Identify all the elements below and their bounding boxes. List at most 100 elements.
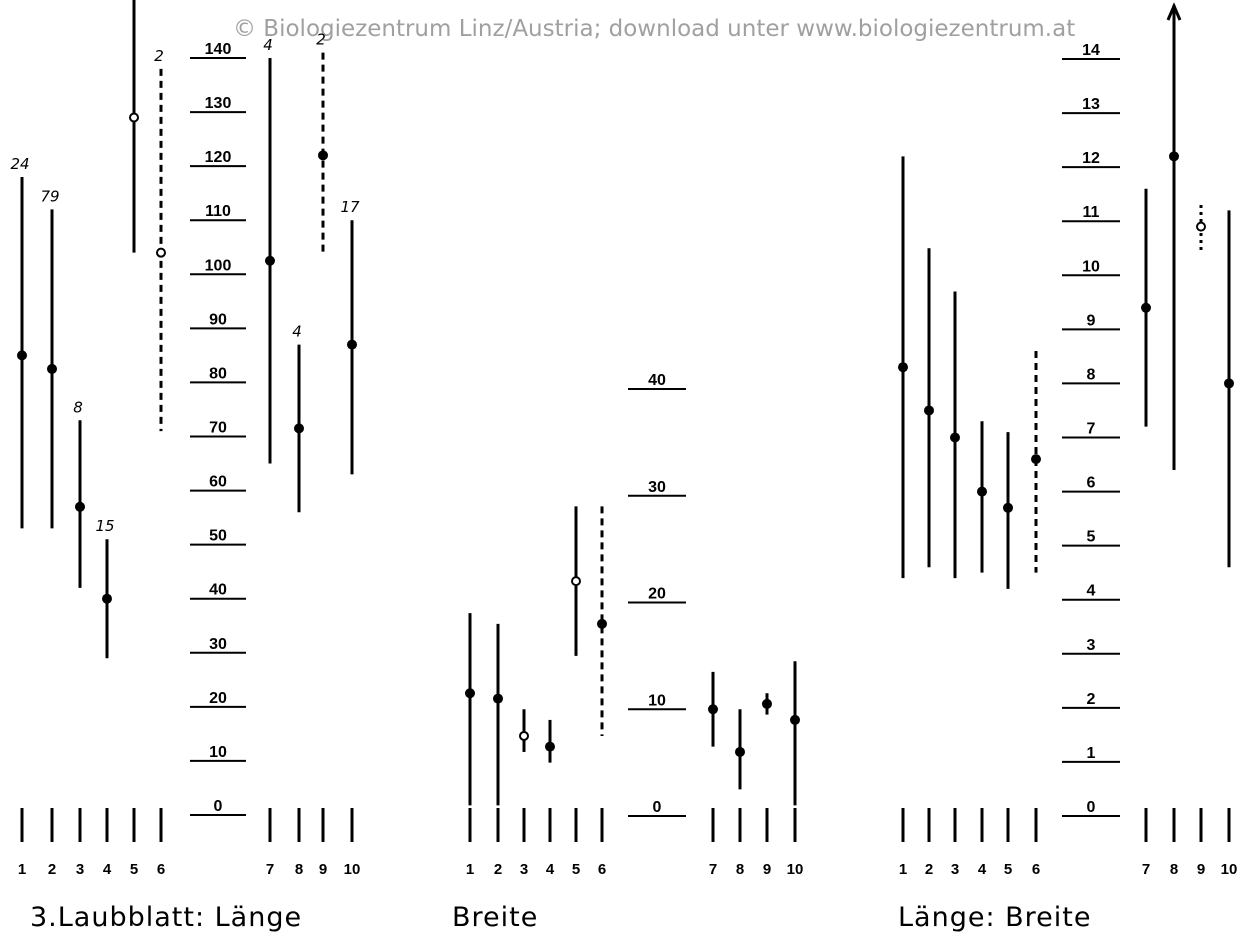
- mean-marker: [924, 405, 934, 416]
- category-label: 10: [344, 861, 361, 878]
- category-label: 5: [572, 861, 580, 878]
- mean-marker: [898, 362, 908, 373]
- category-label: 10: [1221, 861, 1238, 878]
- category-label: 2: [48, 861, 56, 878]
- mean-marker: [465, 688, 475, 699]
- axis-tick-label: 6: [1087, 475, 1096, 492]
- axis-tick-label: 0: [1087, 799, 1096, 816]
- sample-size-label: 79: [40, 187, 59, 205]
- mean-marker: [75, 501, 85, 512]
- mean-marker: [493, 693, 503, 704]
- mean-marker: [1169, 151, 1179, 162]
- category-label: 7: [709, 861, 717, 878]
- axis-tick-label: 13: [1082, 96, 1100, 113]
- category-label: 3: [520, 861, 528, 878]
- sample-size-label: 4: [263, 36, 273, 54]
- mean-marker: [1196, 221, 1206, 232]
- category-label: 7: [1142, 861, 1150, 878]
- caption-laenge: 3.Laubblatt: Länge: [30, 902, 302, 933]
- axis-tick-label: 1: [1087, 745, 1096, 762]
- category-label: 3: [951, 861, 959, 878]
- category-label: 7: [266, 861, 274, 878]
- axis-tick-label: 140: [205, 41, 232, 58]
- category-label: 4: [546, 861, 555, 878]
- axis-tick-label: 14: [1082, 42, 1100, 59]
- axis-tick-label: 2: [1087, 691, 1096, 708]
- sample-size-label: 2: [316, 31, 326, 49]
- axis-tick-label: 5: [1087, 529, 1096, 546]
- category-label: 8: [295, 861, 303, 878]
- watermark-text: © Biologiezentrum Linz/Austria; download…: [233, 16, 1075, 42]
- category-label: 5: [130, 861, 138, 878]
- axis-tick-label: 30: [209, 636, 227, 653]
- axis-tick-label: 0: [214, 798, 223, 815]
- axis-tick-label: 130: [205, 95, 232, 112]
- axis-tick-label: 90: [209, 311, 227, 328]
- axis-tick-label: 40: [209, 582, 227, 599]
- overflow-arrow: [1166, 2, 1182, 21]
- mean-marker: [1224, 378, 1234, 389]
- axis-tick-label: 0: [653, 799, 662, 816]
- category-label: 8: [1170, 861, 1178, 878]
- axis-tick-label: 9: [1087, 312, 1096, 329]
- mean-marker: [545, 741, 555, 752]
- mean-marker: [47, 363, 57, 374]
- category-label: 9: [763, 861, 771, 878]
- category-label: 9: [319, 861, 327, 878]
- mean-marker: [571, 576, 581, 587]
- category-label: 8: [736, 861, 744, 878]
- axis-tick-label: 100: [205, 257, 232, 274]
- axis-tick-label: 50: [209, 528, 227, 545]
- mean-marker: [1031, 454, 1041, 465]
- mean-marker: [17, 350, 27, 361]
- mean-marker: [318, 150, 328, 161]
- mean-marker: [265, 255, 275, 266]
- axis-tick-label: 7: [1087, 421, 1096, 438]
- category-label: 4: [103, 861, 112, 878]
- mean-marker: [762, 698, 772, 709]
- sample-size-label: 17: [340, 198, 360, 216]
- mean-marker: [708, 704, 718, 715]
- sample-size-label: 24: [10, 155, 29, 173]
- axis-tick-label: 60: [209, 474, 227, 491]
- axis-tick-label: 120: [205, 149, 232, 166]
- category-label: 5: [1004, 861, 1012, 878]
- category-label: 2: [925, 861, 933, 878]
- axis-tick-label: 3: [1087, 637, 1096, 654]
- mean-marker: [950, 432, 960, 443]
- axis-tick-label: 30: [648, 479, 666, 496]
- axis-tick-label: 11: [1083, 204, 1100, 221]
- category-label: 1: [466, 861, 474, 878]
- sample-size-label: 8: [73, 398, 83, 416]
- category-label: 9: [1197, 861, 1205, 878]
- mean-marker: [347, 339, 357, 350]
- sample-size-label: 2: [154, 47, 164, 65]
- axis-tick-label: 10: [209, 744, 227, 761]
- mean-marker: [977, 486, 987, 497]
- axis-tick-label: 20: [648, 586, 666, 603]
- mean-marker: [1003, 502, 1013, 513]
- mean-marker: [102, 593, 112, 604]
- axis-tick-label: 70: [209, 420, 227, 437]
- mean-marker: [129, 112, 139, 123]
- axis-tick-label: 40: [648, 372, 666, 389]
- axis-tick-label: 10: [648, 692, 666, 709]
- mean-marker: [735, 746, 745, 757]
- axis-tick-label: 20: [209, 690, 227, 707]
- mean-marker: [294, 423, 304, 434]
- category-label: 10: [787, 861, 804, 878]
- category-label: 4: [978, 861, 987, 878]
- category-label: 3: [76, 861, 84, 878]
- category-label: 6: [598, 861, 606, 878]
- category-label: 2: [494, 861, 502, 878]
- axis-tick-label: 80: [209, 365, 227, 382]
- mean-marker: [1141, 302, 1151, 313]
- axis-tick-label: 4: [1087, 583, 1096, 600]
- category-label: 6: [1032, 861, 1040, 878]
- axis-tick-label: 10: [1082, 258, 1100, 275]
- caption-laenge-breite: Länge: Breite: [898, 902, 1091, 933]
- category-label: 1: [18, 861, 26, 878]
